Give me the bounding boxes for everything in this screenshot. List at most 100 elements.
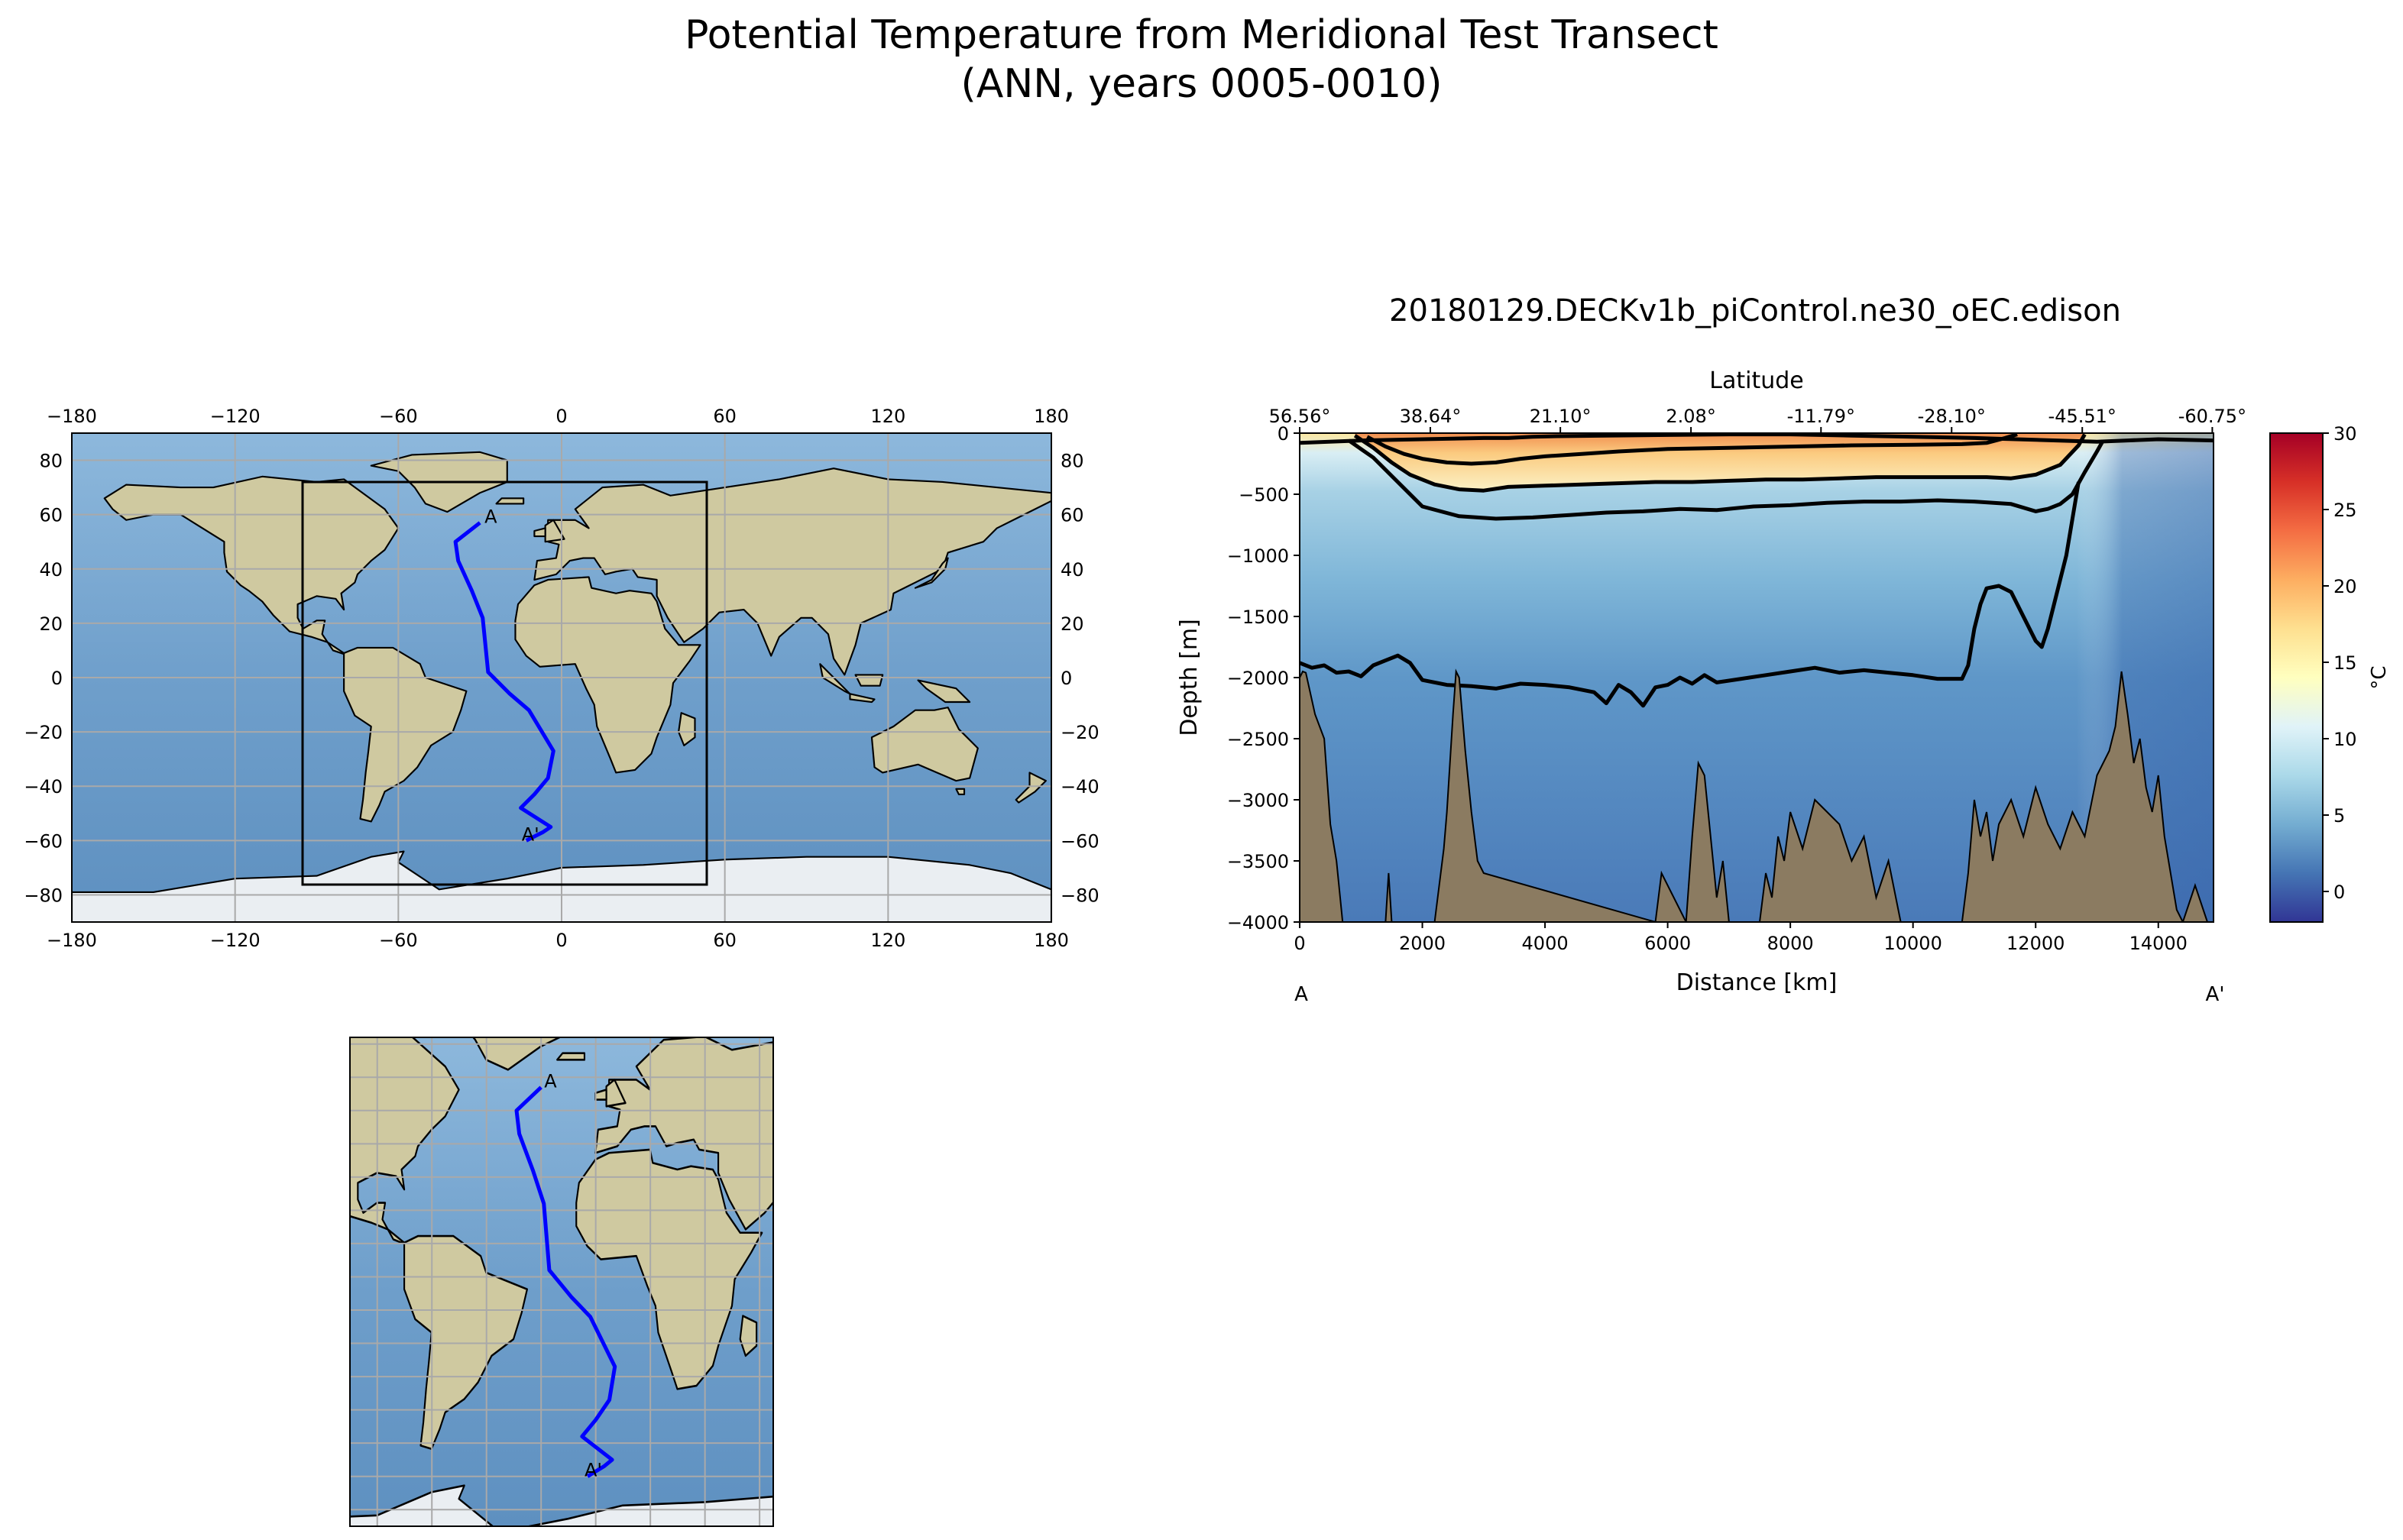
regional-transect-line xyxy=(514,1085,617,1478)
colorbar-tick-label: 0 xyxy=(2333,882,2345,903)
latitude-axis-label: Latitude xyxy=(1709,367,1803,394)
colorbar-ticks: 0 5 10 15 20 25 30 xyxy=(2323,423,2357,903)
map-lon-tick-top: 180 xyxy=(1034,406,1069,427)
colorbar-tick-label: 25 xyxy=(2333,500,2357,521)
colorbar xyxy=(2269,432,2324,923)
map-lon-tick-top: −120 xyxy=(210,406,261,427)
x-tick-label: 0 xyxy=(1294,933,1305,954)
y-tick-label: 0 xyxy=(1278,423,1289,445)
isotherm-c120 xyxy=(1366,433,2018,466)
transect-start-label: A xyxy=(484,506,497,527)
map-lat-tick-right: 60 xyxy=(1061,505,1084,526)
colorbar-tick-label: 15 xyxy=(2333,652,2357,674)
map-lat-tick-left: −40 xyxy=(24,776,63,798)
regional-map: A A' xyxy=(349,1037,774,1527)
map-lon-tick-bottom: 0 xyxy=(555,930,567,951)
map-lat-tick-right: −20 xyxy=(1061,722,1099,743)
map-lat-tick-right: 20 xyxy=(1061,613,1084,635)
bathymetry xyxy=(1300,668,2214,922)
colorbar-label: °C xyxy=(2368,665,2391,689)
isotherm-deep xyxy=(1300,481,2081,708)
latitude-tick-label: -28.10° xyxy=(1918,406,1986,427)
latitude-tick-label: -45.51° xyxy=(2048,406,2116,427)
transect-line xyxy=(453,521,555,843)
y-tick-label: −3000 xyxy=(1227,790,1289,811)
regional-transect-start-label: A xyxy=(544,1070,557,1092)
y-tick-label: −2500 xyxy=(1227,729,1289,750)
map-lon-tick-bottom: 120 xyxy=(870,930,905,951)
x-axis-label: Distance [km] xyxy=(1676,969,1838,996)
transect-end-label: A' xyxy=(522,823,539,845)
map-lon-tick-bottom: −180 xyxy=(47,930,97,951)
map-lon-tick-top: 0 xyxy=(555,406,567,427)
y-tick-label: −2000 xyxy=(1227,668,1289,689)
x-tick-label: 4000 xyxy=(1522,933,1569,954)
x-tick-label: 2000 xyxy=(1399,933,1446,954)
isotherm-c250 xyxy=(1353,433,2087,493)
transect-section-plot: 20180129.DECKv1b_piControl.ne30_oEC.edis… xyxy=(1176,293,2391,1006)
section-title: 20180129.DECKv1b_piControl.ne30_oEC.edis… xyxy=(1389,293,2121,328)
latitude-tick-label: 2.08° xyxy=(1666,406,1715,427)
regional-gridlines xyxy=(350,1037,773,1526)
section-end-label: A' xyxy=(2206,983,2225,1006)
map-lon-tick-top: 120 xyxy=(870,406,905,427)
y-tick-label: −1500 xyxy=(1227,607,1289,628)
x-tick-label: 8000 xyxy=(1767,933,1814,954)
map-lat-tick-right: 80 xyxy=(1061,451,1084,472)
colorbar-tick-label: 5 xyxy=(2333,805,2345,827)
y-axis-label: Depth [m] xyxy=(1176,619,1203,736)
map-lat-tick-right: 0 xyxy=(1061,668,1072,689)
y-tick-label: −4000 xyxy=(1227,912,1289,933)
y-tick-label: −1000 xyxy=(1227,545,1289,567)
isotherm-c500 xyxy=(1347,438,2105,521)
colorbar-tick-label: 20 xyxy=(2333,576,2357,597)
map-lat-tick-right: −80 xyxy=(1061,885,1099,906)
map-lon-tick-bottom: −120 xyxy=(210,930,261,951)
y-tick-label: −500 xyxy=(1239,484,1289,506)
map-lon-tick-bottom: −60 xyxy=(379,930,418,951)
map-gridlines xyxy=(72,433,1051,922)
regional-map-frame xyxy=(349,1037,774,1527)
isotherm-contours xyxy=(1300,433,2214,708)
map-lat-tick-left: 20 xyxy=(39,613,63,635)
x-tick-label: 14000 xyxy=(2129,933,2188,954)
latitude-tick-label: -11.79° xyxy=(1787,406,1855,427)
colorbar-tick-label: 30 xyxy=(2333,423,2357,445)
global-map: A A' −180 −180 −120 −120 −60 −60 0 0 60 60 120 120 1… xyxy=(24,406,1099,951)
regional-transect-end-label: A' xyxy=(585,1460,602,1481)
figure-title-line2: (ANN, years 0005-0010) xyxy=(960,61,1443,107)
x-tick-label: 12000 xyxy=(2006,933,2065,954)
latitude-tick-label: -60.75° xyxy=(2178,406,2246,427)
section-ticks: 0 2000 4000 6000 8000 10000 12000 14000 0 −500 −10… xyxy=(1227,406,2246,954)
isotherm-surface xyxy=(1300,433,2214,445)
x-tick-label: 10000 xyxy=(1884,933,1942,954)
map-lon-tick-bottom: 180 xyxy=(1034,930,1069,951)
latitude-tick-label: 38.64° xyxy=(1400,406,1462,427)
figure-title-line1: Potential Temperature from Meridional Te… xyxy=(685,12,1718,58)
region-box xyxy=(301,480,708,886)
map-lat-tick-left: −80 xyxy=(24,885,63,906)
y-tick-label: −3500 xyxy=(1227,851,1289,872)
map-lat-tick-left: 80 xyxy=(39,451,63,472)
latitude-tick-label: 21.10° xyxy=(1530,406,1592,427)
colorbar-tick-label: 10 xyxy=(2333,729,2357,750)
map-lat-tick-left: 60 xyxy=(39,505,63,526)
map-lon-tick-top: −180 xyxy=(47,406,97,427)
map-lon-tick-top: −60 xyxy=(379,406,418,427)
x-tick-label: 6000 xyxy=(1644,933,1691,954)
map-lat-tick-right: 40 xyxy=(1061,559,1084,581)
map-lon-tick-top: 60 xyxy=(713,406,737,427)
map-lat-tick-right: −60 xyxy=(1061,830,1099,852)
map-lon-tick-bottom: 60 xyxy=(713,930,737,951)
map-lat-tick-left: 40 xyxy=(39,559,63,581)
map-tick-labels: −180 −180 −120 −120 −60 −60 0 0 60 60 120 120 180 180… xyxy=(24,406,1099,951)
map-lat-tick-left: 0 xyxy=(51,668,63,689)
latitude-tick-label: 56.56° xyxy=(1269,406,1331,427)
section-start-label: A xyxy=(1294,983,1308,1006)
figure-title: Potential Temperature from Meridional Te… xyxy=(0,11,2403,108)
map-lat-tick-left: −60 xyxy=(24,830,63,852)
map-lat-tick-right: −40 xyxy=(1061,776,1099,798)
map-frame xyxy=(71,432,1052,923)
map-lat-tick-left: −20 xyxy=(24,722,63,743)
